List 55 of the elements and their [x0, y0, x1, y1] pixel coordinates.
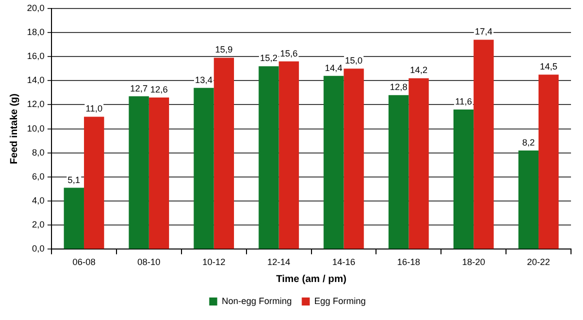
y-tick-label: 18,0: [26, 26, 45, 37]
y-tick-label: 16,0: [26, 51, 45, 62]
bar: [194, 88, 214, 249]
bar: [64, 188, 84, 249]
bar: [128, 96, 149, 249]
legend-label: Non-egg Forming: [222, 296, 292, 306]
bar: [258, 66, 279, 249]
x-tick-label: 12-14: [267, 257, 290, 268]
bar: [214, 58, 234, 249]
data-label: 15,6: [280, 48, 298, 58]
x-tick-label: 20-22: [527, 257, 550, 268]
y-tick-label: 6,0: [32, 171, 45, 182]
data-label: 14,2: [410, 65, 428, 76]
data-label: 15,9: [215, 44, 233, 55]
x-tick-label: 10-12: [202, 257, 226, 268]
bar: [278, 61, 299, 249]
data-label: 15,2: [260, 53, 278, 64]
data-label: 13,4: [195, 74, 213, 85]
data-label: 5,1: [68, 174, 80, 185]
bar: [453, 110, 474, 249]
data-label: 11,6: [455, 96, 472, 107]
data-label: 14,5: [540, 62, 558, 72]
y-tick-label: 8,0: [32, 147, 45, 158]
y-tick-label: 0,0: [32, 244, 45, 254]
bar: [324, 76, 344, 249]
bar: [148, 97, 170, 249]
data-label: 12,8: [390, 82, 408, 92]
data-label: 14,4: [324, 62, 342, 73]
x-axis-title: Time (am / pm): [276, 274, 346, 285]
data-label: 15,0: [345, 56, 363, 66]
y-tick-label: 10,0: [26, 123, 45, 134]
data-label: 8,2: [522, 137, 535, 148]
x-tick-label: 06-08: [72, 257, 96, 268]
y-tick-label: 20,0: [26, 2, 45, 13]
x-tick-label: 08-10: [137, 257, 160, 268]
bar: [538, 74, 559, 249]
y-axis-title: Feed intake (g): [8, 94, 20, 164]
legend-label: Egg Forming: [314, 296, 366, 306]
bar: [84, 116, 104, 249]
x-tick-label: 16-18: [397, 257, 420, 268]
bar: [344, 68, 364, 249]
y-tick-label: 2,0: [32, 220, 45, 230]
bar: [388, 95, 409, 249]
data-label: 12,7: [130, 83, 148, 94]
x-tick-label: 14-16: [332, 257, 356, 268]
data-label: 17,4: [474, 26, 492, 37]
y-tick-label: 14,0: [26, 75, 45, 86]
data-label: 11,0: [86, 104, 102, 114]
bar: [518, 150, 539, 249]
y-tick-label: 12,0: [26, 99, 45, 110]
y-tick-label: 4,0: [32, 196, 45, 206]
bar: [408, 78, 429, 249]
data-label: 12,6: [150, 84, 168, 94]
bar: [474, 40, 494, 249]
x-tick-label: 18-20: [462, 257, 486, 268]
